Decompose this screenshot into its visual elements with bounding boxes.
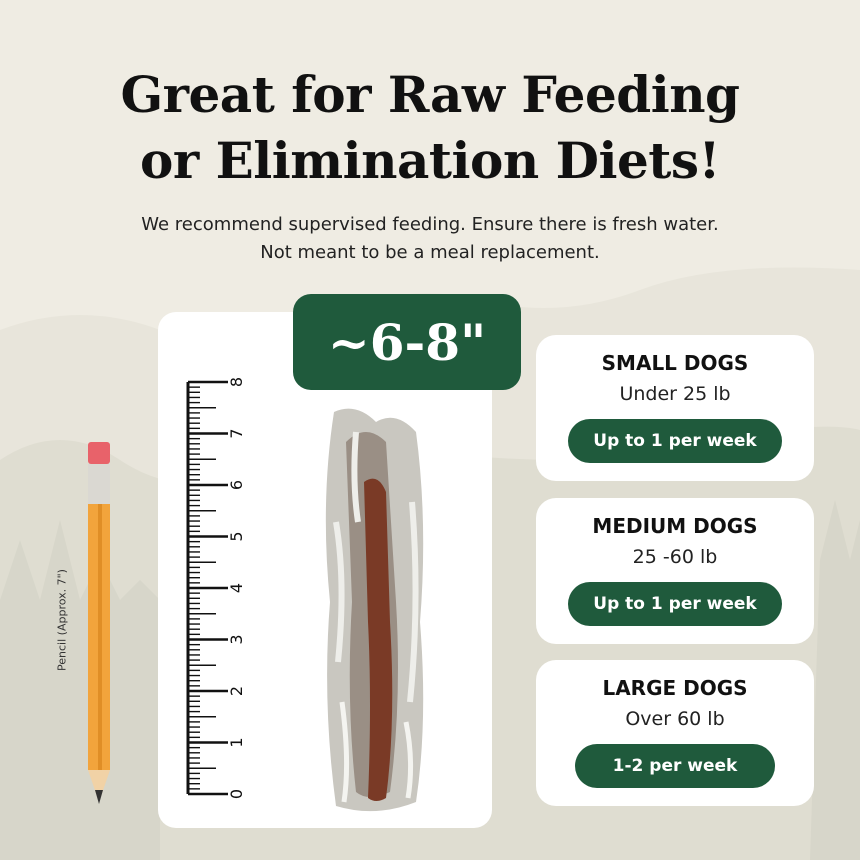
- ruler-label-7: 7: [227, 428, 246, 438]
- headline: Great for Raw Feeding or Elimination Die…: [0, 62, 860, 194]
- ruler-label-3: 3: [227, 634, 246, 644]
- medium-dogs-card: MEDIUM DOGS 25 -60 lb Up to 1 per week: [536, 498, 814, 644]
- small-dogs-weight: Under 25 lb: [619, 383, 731, 405]
- medium-dogs-weight: 25 -60 lb: [632, 546, 718, 568]
- large-dogs-card: LARGE DOGS Over 60 lb 1-2 per week: [536, 660, 814, 806]
- subtitle-line-1: We recommend supervised feeding. Ensure …: [141, 214, 719, 235]
- pencil-label-text: Pencil (Approx. 7"): [55, 569, 69, 671]
- small-dogs-amount: Up to 1 per week: [568, 419, 782, 463]
- ruler-label-8: 8: [227, 377, 246, 387]
- small-dogs-card: SMALL DOGS Under 25 lb Up to 1 per week: [536, 335, 814, 481]
- medium-dogs-title: MEDIUM DOGS: [592, 514, 758, 538]
- ruler-label-4: 4: [227, 583, 246, 593]
- large-dogs-title: LARGE DOGS: [602, 676, 748, 700]
- medium-dogs-amount: Up to 1 per week: [568, 582, 782, 626]
- large-dogs-amount: 1-2 per week: [575, 744, 775, 788]
- ruler-label-6: 6: [227, 480, 246, 490]
- headline-line-1: Great for Raw Feeding: [120, 65, 740, 124]
- pencil-icon: [88, 442, 110, 804]
- headline-line-2: or Elimination Diets!: [140, 131, 720, 190]
- subtitle-line-2: Not meant to be a meal replacement.: [260, 242, 600, 263]
- ruler-label-5: 5: [227, 531, 246, 541]
- subtitle: We recommend supervised feeding. Ensure …: [0, 211, 860, 267]
- large-dogs-weight: Over 60 lb: [625, 708, 725, 730]
- size-badge: ~6-8": [293, 294, 521, 390]
- ruler-label-1: 1: [227, 737, 246, 747]
- ruler-label-2: 2: [227, 686, 246, 696]
- rabbit-ear-chew-image: [325, 408, 424, 812]
- ruler-label-0: 0: [227, 789, 246, 799]
- small-dogs-title: SMALL DOGS: [601, 351, 749, 375]
- ruler: 0 1 2 3 4 5 6 7 8: [186, 377, 246, 799]
